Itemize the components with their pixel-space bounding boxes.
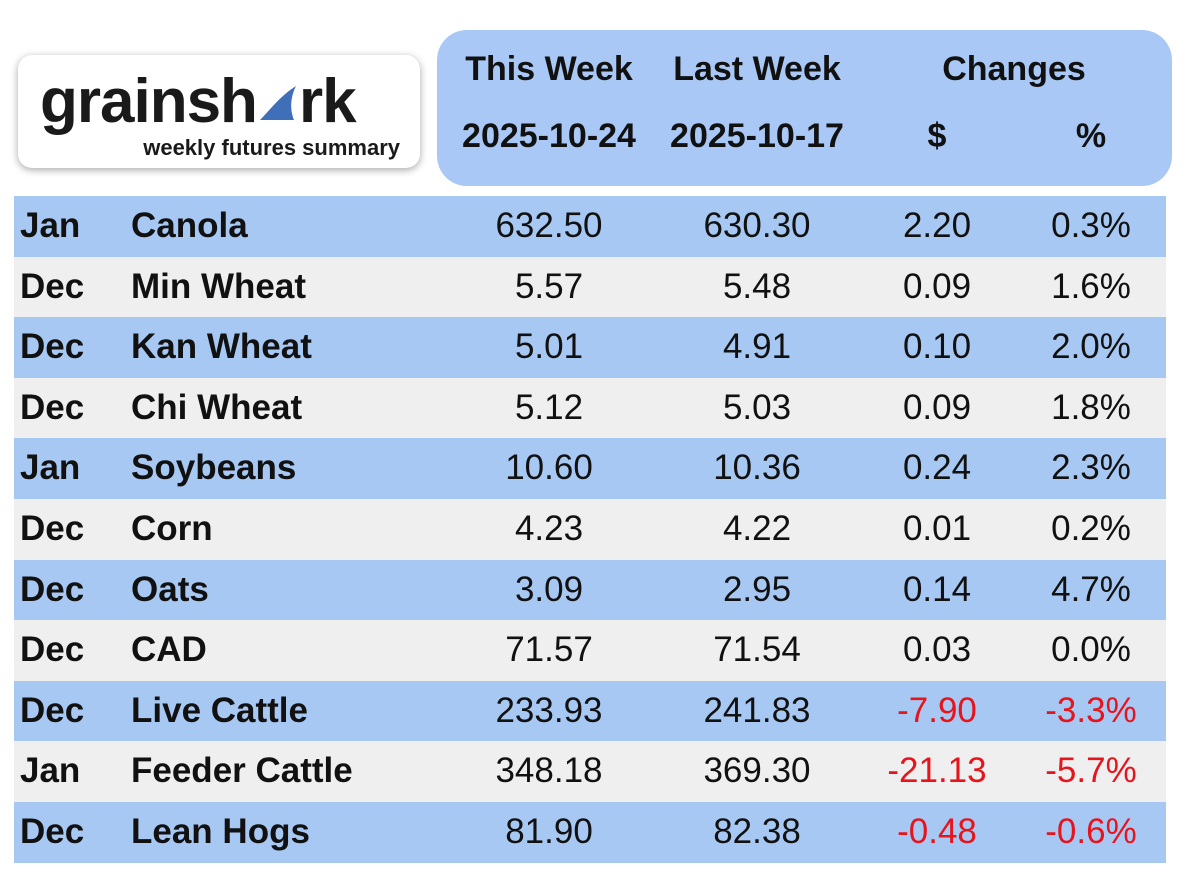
commodity: Feeder Cattle — [131, 751, 353, 791]
change-dollar: 0.03 — [902, 630, 972, 670]
brand-end: rk — [298, 67, 357, 136]
this-week: 632.50 — [495, 206, 603, 245]
table-row: Dec Oats 3.09 2.95 0.14 4.7% — [14, 559, 1166, 621]
header-this-date: 2025-10-24 — [462, 117, 636, 155]
last-week: 4.91 — [722, 327, 792, 367]
header-last-date: 2025-10-17 — [670, 117, 844, 155]
change-percent: 2.0% — [1051, 327, 1131, 367]
change-dollar: 0.09 — [902, 266, 972, 306]
table-row: Dec Chi Wheat 5.12 5.03 0.09 1.8% — [14, 377, 1166, 439]
this-week: 10.60 — [505, 448, 593, 488]
commodity: Canola — [131, 206, 248, 245]
month: Dec — [20, 266, 85, 306]
header-last-week: Last Week — [673, 50, 841, 88]
logo: grainsh rk weekly futures summary — [18, 55, 420, 168]
change-percent: 4.7% — [1051, 569, 1131, 609]
this-week: 81.90 — [505, 812, 593, 851]
header-percent: % — [1075, 117, 1107, 155]
table-row: Dec Min Wheat 5.57 5.48 0.09 1.6% — [14, 256, 1166, 318]
last-week: 5.03 — [722, 387, 792, 427]
change-dollar: -7.90 — [897, 690, 977, 730]
last-week: 2.95 — [722, 569, 792, 609]
commodity: Live Cattle — [131, 690, 308, 730]
last-week: 5.48 — [722, 266, 792, 306]
month: Dec — [20, 630, 85, 670]
last-week: 630.30 — [703, 206, 811, 245]
change-dollar: -21.13 — [887, 751, 987, 791]
tagline: weekly futures summary — [143, 135, 400, 160]
commodity: Chi Wheat — [131, 387, 303, 427]
last-week: 71.54 — [713, 630, 801, 670]
commodity: CAD — [131, 630, 207, 670]
change-percent: -3.3% — [1045, 690, 1137, 730]
month: Dec — [20, 569, 85, 609]
commodity: Oats — [131, 569, 209, 609]
brand: grainsh rk — [40, 71, 357, 133]
this-week: 71.57 — [505, 630, 593, 670]
this-week: 5.01 — [514, 327, 584, 367]
change-dollar: 0.14 — [902, 569, 972, 609]
commodity: Soybeans — [131, 448, 297, 488]
this-week: 348.18 — [495, 751, 603, 791]
this-week: 3.09 — [514, 569, 584, 609]
table-row: Dec Corn 4.23 4.22 0.01 0.2% — [14, 499, 1166, 560]
month: Dec — [20, 387, 85, 427]
month: Jan — [20, 206, 81, 245]
change-dollar: 0.24 — [902, 448, 972, 488]
change-percent: -0.6% — [1045, 812, 1137, 851]
table-row: Dec Live Cattle 233.93 241.83 -7.90 -3.3% — [14, 680, 1166, 742]
change-percent: 0.3% — [1051, 206, 1131, 245]
this-week: 4.23 — [514, 509, 584, 548]
table-row: Jan Soybeans 10.60 10.36 0.24 2.3% — [14, 438, 1166, 499]
change-dollar: 0.10 — [902, 327, 972, 367]
change-percent: 2.3% — [1051, 448, 1131, 488]
this-week: 5.12 — [514, 387, 584, 427]
table-row: Dec Kan Wheat 5.01 4.91 0.10 2.0% — [14, 317, 1166, 378]
this-week: 5.57 — [514, 266, 584, 306]
last-week: 82.38 — [713, 812, 801, 851]
commodity: Corn — [131, 509, 213, 548]
commodity: Lean Hogs — [131, 812, 310, 851]
change-dollar: 0.09 — [902, 387, 972, 427]
table-row: Jan Feeder Cattle 348.18 369.30 -21.13 -5.7% — [14, 741, 1166, 802]
change-percent: 1.6% — [1051, 266, 1131, 306]
change-percent: 1.8% — [1051, 387, 1131, 427]
table-row: Dec Lean Hogs 81.90 82.38 -0.48 -0.6% — [14, 802, 1166, 863]
change-dollar: -0.48 — [897, 812, 977, 851]
month: Dec — [20, 509, 85, 548]
last-week: 4.22 — [722, 509, 792, 548]
month: Jan — [20, 751, 81, 791]
month: Dec — [20, 327, 85, 367]
month: Jan — [20, 448, 81, 488]
month: Dec — [20, 812, 85, 851]
header-changes: Changes — [942, 50, 1086, 88]
commodity: Kan Wheat — [131, 327, 312, 367]
change-dollar: 2.20 — [902, 206, 972, 245]
change-dollar: 0.01 — [902, 509, 972, 548]
table-row: Jan Canola 632.50 630.30 2.20 0.3% — [14, 196, 1166, 257]
change-percent: 0.2% — [1051, 509, 1131, 548]
header-box — [437, 30, 1172, 186]
commodity: Min Wheat — [131, 266, 306, 306]
header-dollar: $ — [927, 117, 947, 155]
month: Dec — [20, 690, 85, 730]
this-week: 233.93 — [495, 690, 603, 730]
last-week: 10.36 — [713, 448, 801, 488]
shark-fin — [259, 86, 296, 120]
last-week: 369.30 — [703, 751, 811, 791]
table-row: Dec CAD 71.57 71.54 0.03 0.0% — [14, 620, 1166, 681]
change-percent: -5.7% — [1045, 751, 1137, 791]
brand-start: grainsh — [40, 67, 258, 136]
last-week: 241.83 — [703, 690, 811, 730]
header-this-week: This Week — [465, 50, 633, 88]
change-percent: 0.0% — [1051, 630, 1131, 670]
